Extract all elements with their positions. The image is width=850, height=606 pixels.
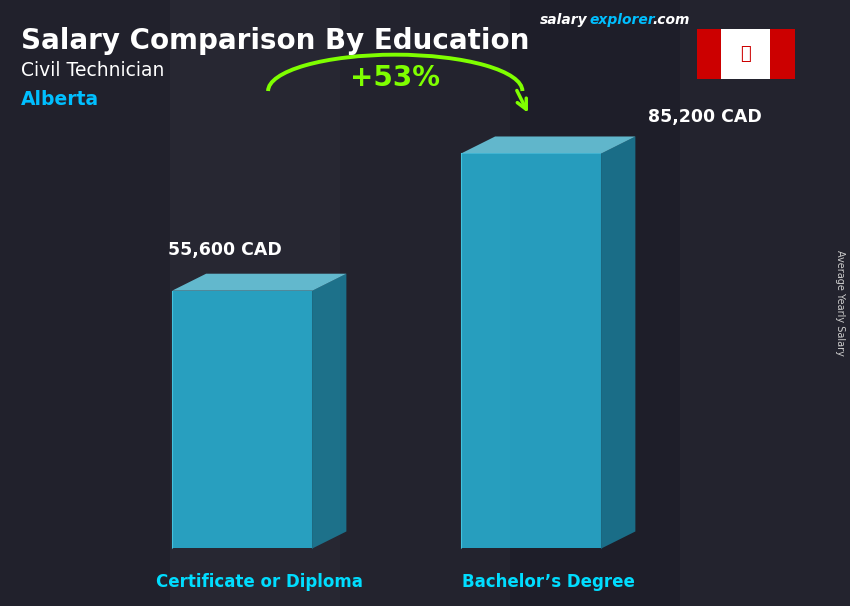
Bar — [461, 153, 601, 548]
Polygon shape — [312, 274, 346, 548]
Text: salary: salary — [540, 13, 587, 27]
Text: .com: .com — [653, 13, 690, 27]
Text: +53%: +53% — [350, 64, 440, 92]
Text: 55,600 CAD: 55,600 CAD — [167, 241, 281, 259]
Bar — [172, 291, 312, 548]
Text: explorer: explorer — [589, 13, 654, 27]
Text: Alberta: Alberta — [21, 90, 99, 108]
Polygon shape — [461, 136, 635, 153]
Text: Civil Technician: Civil Technician — [21, 61, 165, 79]
Bar — [770, 29, 795, 79]
Text: Certificate or Diploma: Certificate or Diploma — [156, 573, 363, 591]
Text: Average Yearly Salary: Average Yearly Salary — [835, 250, 845, 356]
Text: Bachelor’s Degree: Bachelor’s Degree — [462, 573, 635, 591]
Polygon shape — [601, 136, 635, 548]
Bar — [697, 29, 795, 79]
Text: Salary Comparison By Education: Salary Comparison By Education — [21, 27, 530, 55]
Bar — [340, 0, 510, 606]
Bar — [680, 0, 850, 606]
Bar — [510, 0, 680, 606]
Bar — [0, 0, 170, 606]
Bar — [697, 29, 722, 79]
Polygon shape — [172, 274, 346, 291]
Bar — [170, 0, 340, 606]
Text: 🍁: 🍁 — [740, 45, 751, 63]
Text: 85,200 CAD: 85,200 CAD — [648, 108, 762, 125]
